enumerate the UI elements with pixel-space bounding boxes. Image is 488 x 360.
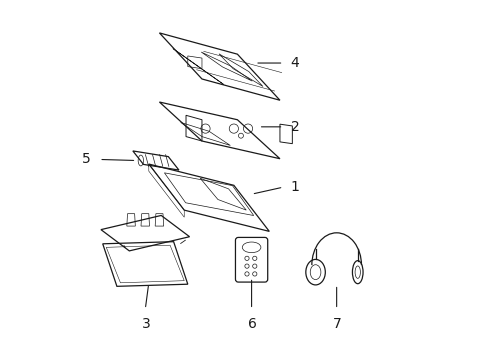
Text: 6: 6 [247, 316, 256, 330]
Text: 2: 2 [290, 120, 299, 134]
Text: 1: 1 [290, 180, 299, 194]
Text: 3: 3 [142, 316, 150, 330]
Text: 7: 7 [332, 316, 341, 330]
Text: 4: 4 [290, 56, 299, 70]
Text: 5: 5 [81, 152, 90, 166]
